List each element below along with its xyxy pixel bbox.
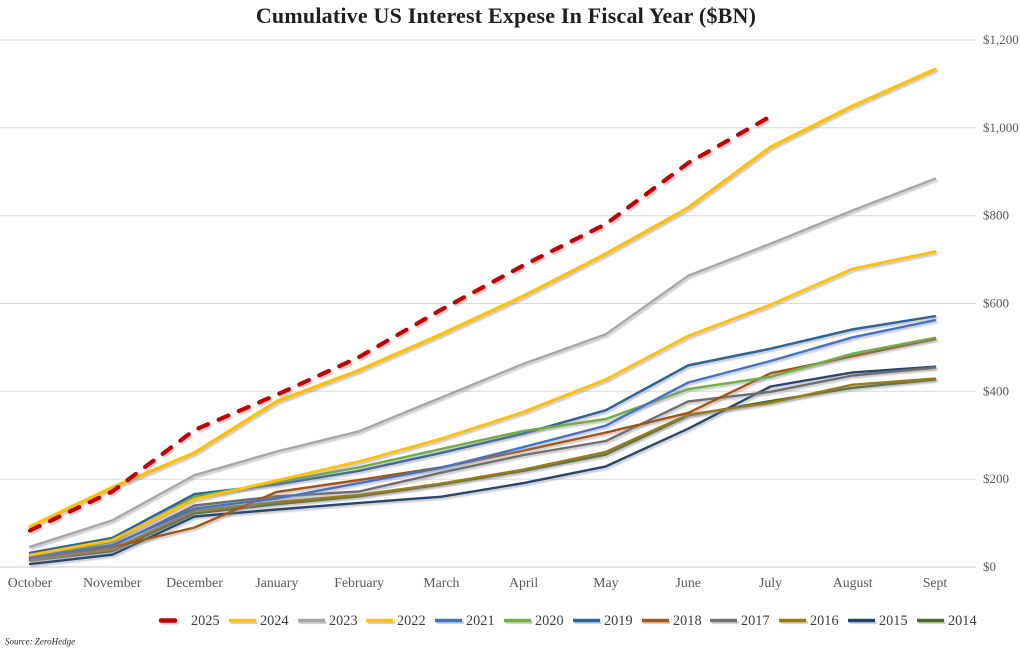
svg-text:2024: 2024 [260, 613, 289, 629]
svg-text:May: May [593, 575, 618, 590]
svg-text:April: April [509, 575, 538, 590]
svg-text:Sept: Sept [923, 575, 948, 590]
svg-text:March: March [423, 575, 459, 590]
svg-text:2019: 2019 [604, 613, 633, 629]
svg-text:2022: 2022 [397, 613, 426, 629]
svg-text:Source: ZeroHedge: Source: ZeroHedge [5, 637, 75, 647]
svg-text:$400: $400 [983, 383, 1009, 398]
svg-text:$800: $800 [983, 208, 1009, 223]
svg-text:$1,000: $1,000 [983, 120, 1019, 135]
svg-text:2023: 2023 [329, 613, 358, 629]
svg-text:December: December [166, 575, 223, 590]
svg-text:2015: 2015 [879, 613, 908, 629]
svg-text:2021: 2021 [466, 613, 495, 629]
svg-text:February: February [334, 575, 384, 590]
svg-text:2018: 2018 [673, 613, 702, 629]
svg-text:$0: $0 [983, 559, 996, 574]
svg-text:July: July [759, 575, 782, 590]
svg-text:November: November [83, 575, 142, 590]
svg-text:2017: 2017 [741, 613, 770, 629]
svg-text:Cumulative US Interest Expese: Cumulative US Interest Expese In Fiscal … [256, 3, 756, 28]
svg-text:$1,200: $1,200 [983, 32, 1019, 47]
svg-text:January: January [255, 575, 298, 590]
svg-text:$200: $200 [983, 471, 1009, 486]
svg-text:2016: 2016 [810, 613, 839, 629]
svg-text:August: August [833, 575, 873, 590]
svg-text:June: June [676, 575, 701, 590]
svg-text:2020: 2020 [535, 613, 564, 629]
svg-text:October: October [8, 575, 53, 590]
svg-text:2014: 2014 [948, 613, 977, 629]
svg-text:$600: $600 [983, 296, 1009, 311]
svg-text:2025: 2025 [191, 613, 220, 629]
